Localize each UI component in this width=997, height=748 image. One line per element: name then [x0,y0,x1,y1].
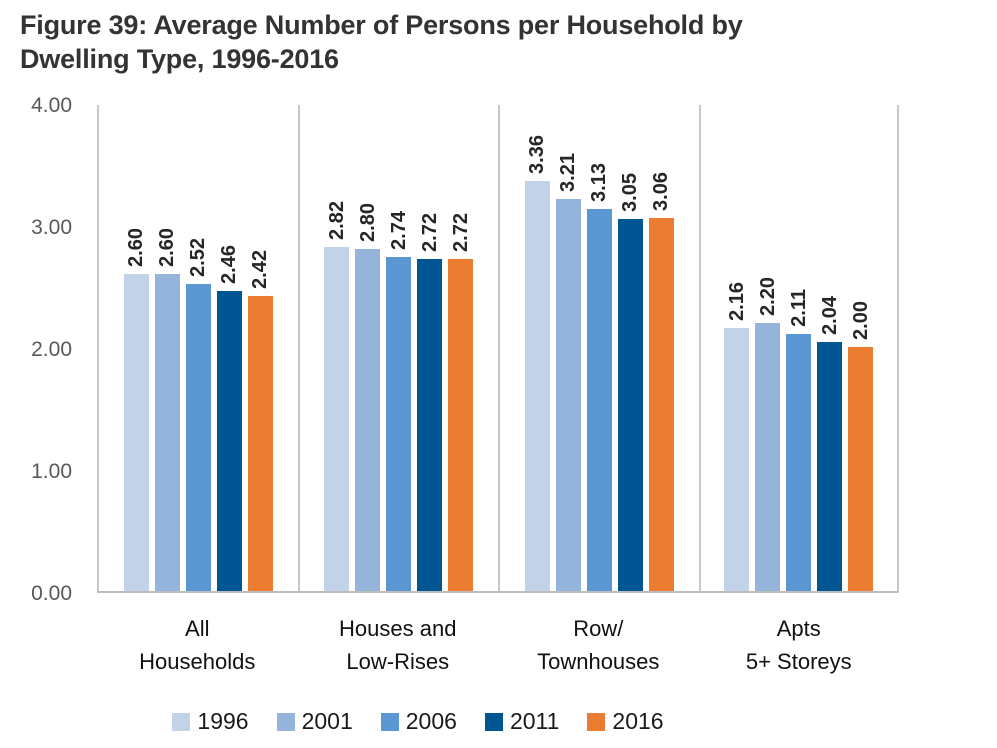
bar-value-label: 2.60 [156,227,179,267]
bar-2016-all-households: 2.42 [247,250,273,591]
y-tick-label: 3.00 [31,216,72,239]
bar-value-label: 3.13 [588,163,611,203]
category-label-line: Townhouses [537,649,660,674]
y-tick-label: 0.00 [31,582,72,605]
legend-item-2006: 2006 [380,708,457,735]
bar-value-label: 2.74 [387,210,410,250]
bar-value-label: 2.72 [418,213,441,253]
category-label-2: Houses and Low-Rises [298,612,499,678]
bar-1996-houses-and-low-rises: 2.82 [324,201,350,591]
bar-2001-apts-5-storeys: 2.20 [755,277,781,591]
bar-value-label: 2.16 [725,281,748,321]
legend-swatch-icon [587,712,606,731]
category-label-3: Row/Townhouses [498,612,699,678]
bar-value-label: 2.80 [356,203,379,243]
bar-2006-houses-and-low-rises: 2.74 [386,211,412,591]
category-label-line: Houses and [339,616,457,641]
bar-2016-row-townhouses: 3.06 [648,172,674,591]
legend-swatch-icon [172,712,191,731]
bar-2006-all-households: 2.52 [185,238,211,591]
bar-1996-row-townhouses: 3.36 [524,135,550,591]
y-tick-label: 4.00 [31,94,72,117]
legend-label: 1996 [197,708,249,734]
bar-2001-all-households: 2.60 [154,228,180,591]
x-axis-category-labels: All Households Houses and Low-Rises Row/Town… [97,612,899,684]
y-tick-label: 1.00 [31,460,72,483]
bar-2016-apts-5-storeys: 2.00 [848,301,874,591]
bar-value-label: 2.60 [125,227,148,267]
category-label-line: Households [139,649,256,674]
category-panel-4: 2.16 2.20 2.11 2.04 2.00 [698,105,899,591]
legend-label: 2001 [301,708,353,734]
bar-value-label: 3.06 [650,171,673,211]
category-label-line: 5+ Storeys [745,649,852,674]
chart-title: Figure 39: Average Number of Persons per… [20,8,743,76]
bar-2011-row-townhouses: 3.05 [617,173,643,591]
plot-area: 2.60 2.60 2.52 2.46 2.42 2.82 2.80 2.74 2.72 2.72… [97,105,899,593]
bar-2016-houses-and-low-rises: 2.72 [448,213,474,591]
bar-value-label: 2.20 [756,276,779,316]
legend-item-1996: 1996 [172,708,249,735]
bar-1996-all-households: 2.60 [123,228,149,591]
legend-label: 2011 [509,708,560,734]
category-label-line: All [185,616,210,641]
bar-value-label: 3.21 [557,153,580,193]
category-panel-2: 2.82 2.80 2.74 2.72 2.72 [297,105,499,591]
bar-value-label: 3.36 [526,135,549,175]
bar-value-label: 2.11 [787,288,810,327]
bar-2006-apts-5-storeys: 2.11 [786,289,812,591]
bar-value-label: 2.52 [187,237,210,277]
legend-swatch-icon [276,712,295,731]
bar-2001-row-townhouses: 3.21 [555,153,581,591]
bar-value-label: 2.42 [249,249,272,289]
chart-title-line1: Figure 39: Average Number of Persons per… [20,10,743,40]
bar-value-label: 2.82 [325,201,348,240]
legend-item-2016: 2016 [587,708,664,735]
legend-swatch-icon [380,712,399,731]
category-label-1: All Households [97,612,298,678]
category-label-line: Low-Rises [346,649,450,674]
bar-2011-apts-5-storeys: 2.04 [817,296,843,591]
chart-legend: 1996 2001 2006 2011 2016 [0,708,836,735]
category-label-line: Row/ [573,616,624,641]
legend-label: 2006 [405,708,457,734]
legend-item-2001: 2001 [276,708,353,735]
bar-value-label: 2.04 [818,296,841,336]
legend-label: 2016 [612,708,664,734]
bar-2011-houses-and-low-rises: 2.72 [417,213,443,591]
chart-title-line2: Dwelling Type, 1996-2016 [20,44,339,74]
bar-1996-apts-5-storeys: 2.16 [724,282,750,591]
y-tick-label: 2.00 [31,338,72,361]
bar-value-label: 2.46 [218,244,241,284]
bar-value-label: 2.72 [449,213,472,253]
category-label-4: Apts 5+ Storeys [699,612,900,678]
legend-item-2011: 2011 [484,708,560,735]
legend-swatch-icon [484,712,503,731]
bar-2011-all-households: 2.46 [216,245,242,591]
bar-value-label: 3.05 [619,172,642,212]
bar-value-label: 2.00 [849,301,872,340]
category-panel-1: 2.60 2.60 2.52 2.46 2.42 [97,105,298,591]
category-panel-3: 3.36 3.21 3.13 3.05 3.06 [498,105,699,591]
bar-2001-houses-and-low-rises: 2.80 [355,203,381,591]
bar-2006-row-townhouses: 3.13 [586,163,612,591]
category-label-line: Apts [776,616,821,641]
